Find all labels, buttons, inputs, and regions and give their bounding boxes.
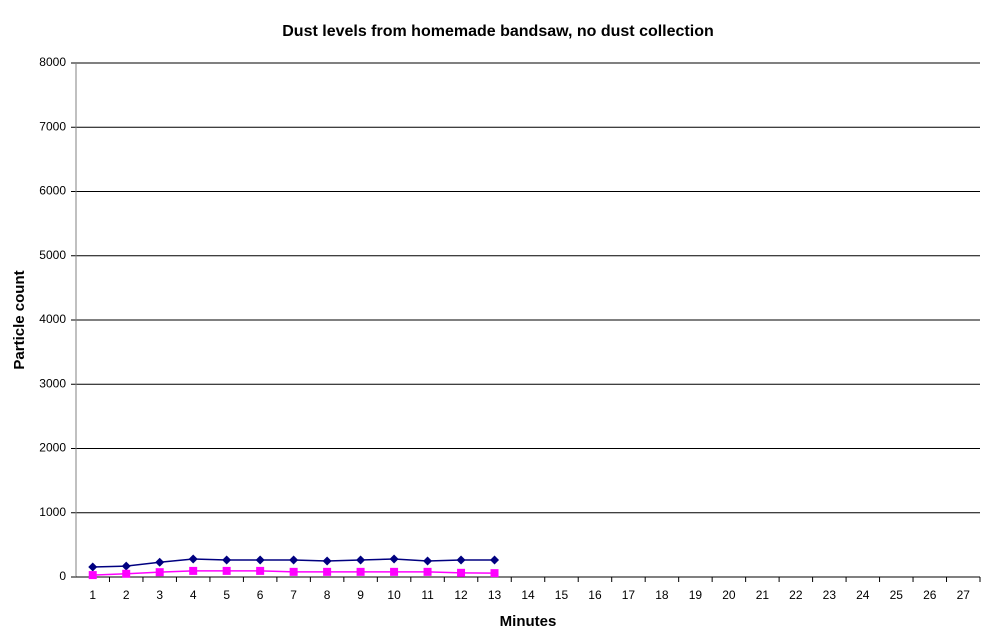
- x-tick-label: 2: [123, 588, 130, 602]
- marker: [390, 567, 399, 576]
- marker: [222, 566, 231, 575]
- marker: [189, 566, 198, 575]
- chart-title: Dust levels from homemade bandsaw, no du…: [282, 23, 714, 40]
- marker: [457, 568, 466, 577]
- marker: [88, 571, 97, 580]
- y-tick-label: 3000: [39, 376, 66, 390]
- y-tick-label: 4000: [39, 312, 66, 326]
- marker: [255, 555, 265, 565]
- x-tick-label: 26: [923, 588, 937, 602]
- marker: [356, 567, 365, 576]
- marker: [289, 555, 299, 565]
- x-axis-title: Minutes: [500, 613, 557, 630]
- marker: [356, 555, 366, 565]
- x-tick-label: 15: [555, 588, 569, 602]
- x-tick-label: 23: [823, 588, 837, 602]
- marker: [121, 561, 131, 571]
- x-tick-label: 11: [421, 588, 434, 602]
- marker: [222, 555, 232, 565]
- x-tick-label: 8: [324, 588, 331, 602]
- x-tick-label: 27: [957, 588, 971, 602]
- x-tick-label: 16: [588, 588, 602, 602]
- y-tick-label: 7000: [39, 119, 66, 133]
- marker: [155, 568, 164, 577]
- x-tick-label: 12: [454, 588, 468, 602]
- x-tick-label: 17: [622, 588, 636, 602]
- marker: [256, 566, 265, 575]
- x-tick-label: 14: [521, 588, 535, 602]
- x-tick-label: 4: [190, 588, 197, 602]
- x-tick-label: 3: [156, 588, 163, 602]
- y-tick-label: 0: [59, 569, 66, 583]
- marker: [88, 562, 98, 572]
- x-tick-label: 21: [756, 588, 770, 602]
- marker: [322, 556, 332, 566]
- y-axis-title: Particle count: [11, 270, 28, 369]
- marker: [456, 555, 466, 565]
- y-tick-label: 6000: [39, 184, 66, 198]
- marker: [490, 569, 499, 578]
- marker: [188, 554, 198, 564]
- y-tick-label: 5000: [39, 248, 66, 262]
- marker: [323, 567, 332, 576]
- x-tick-label: 20: [722, 588, 736, 602]
- y-tick-label: 2000: [39, 441, 66, 455]
- x-tick-label: 13: [488, 588, 502, 602]
- marker: [122, 569, 131, 578]
- x-tick-label: 24: [856, 588, 870, 602]
- marker: [389, 554, 399, 564]
- x-tick-label: 18: [655, 588, 669, 602]
- marker: [423, 567, 432, 576]
- x-tick-label: 6: [257, 588, 264, 602]
- marker: [490, 555, 500, 565]
- y-tick-label: 8000: [39, 55, 66, 69]
- x-tick-label: 1: [89, 588, 96, 602]
- x-tick-label: 22: [789, 588, 803, 602]
- marker: [289, 567, 298, 576]
- y-tick-label: 1000: [39, 505, 66, 519]
- x-tick-label: 25: [890, 588, 904, 602]
- x-tick-label: 10: [387, 588, 401, 602]
- marker: [423, 556, 433, 566]
- x-tick-label: 19: [689, 588, 703, 602]
- marker: [155, 557, 165, 567]
- x-tick-label: 5: [223, 588, 230, 602]
- x-tick-label: 9: [357, 588, 364, 602]
- x-tick-label: 7: [290, 588, 297, 602]
